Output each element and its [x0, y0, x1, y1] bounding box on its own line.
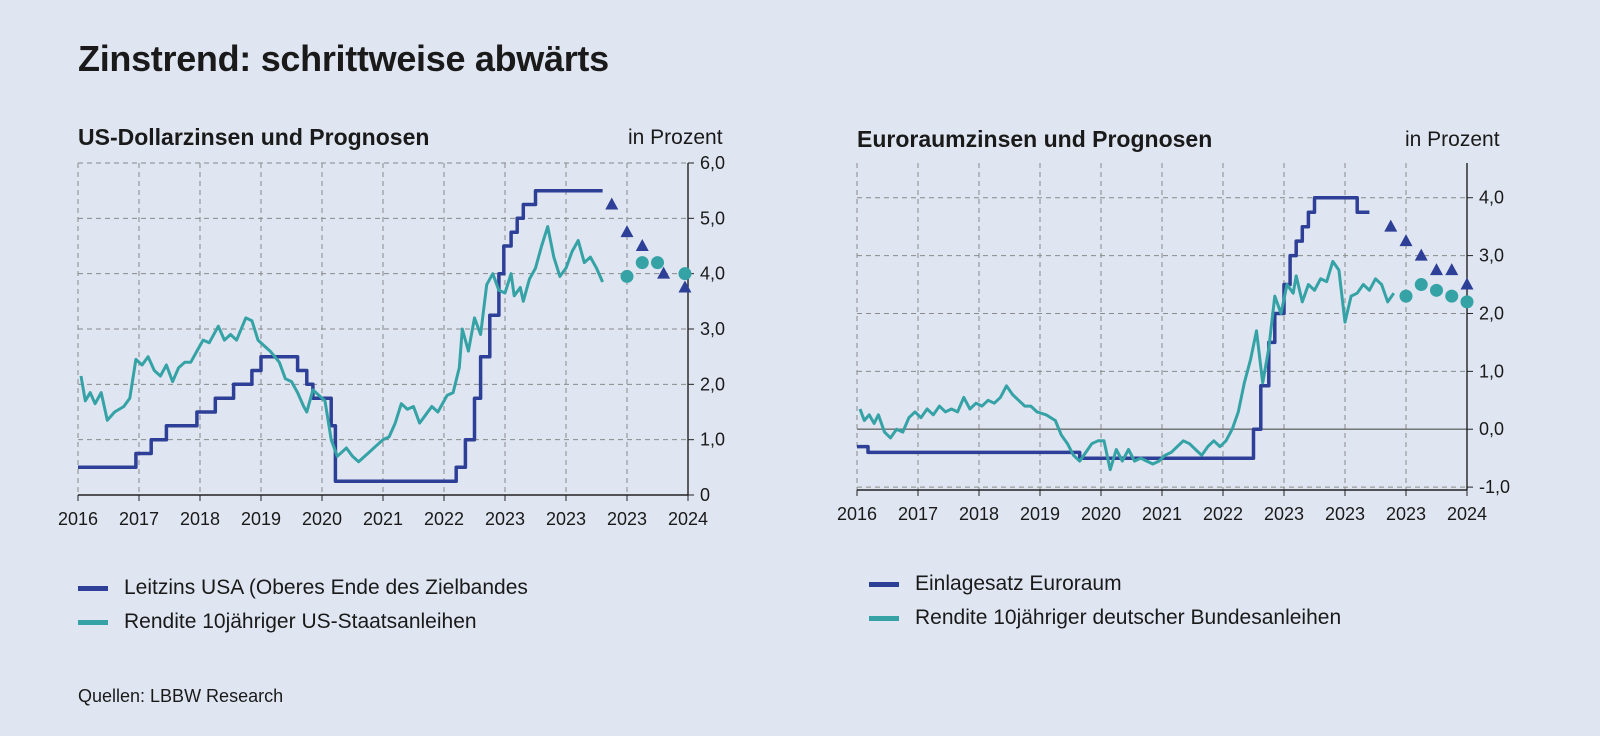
unit-label-eu: in Prozent: [1405, 128, 1500, 151]
x-tick-label: 2019: [241, 509, 281, 529]
x-tick-label: 2023: [1325, 504, 1365, 524]
page-title: Zinstrend: schrittweise abwärts: [78, 38, 609, 79]
y-tick-label: -1,0: [1479, 477, 1510, 497]
x-tick-label: 2022: [424, 509, 464, 529]
x-tick-label: 2023: [1386, 504, 1426, 524]
legend-label-policy-eu: Einlagesatz Euroraum: [915, 572, 1122, 595]
forecast-marker-triangle: [1384, 219, 1398, 232]
y-tick-label: 6,0: [700, 153, 725, 173]
legend-swatch-policy: [78, 585, 108, 591]
forecast-marker-triangle: [635, 239, 649, 251]
series-line-bond-yield: [79, 225, 604, 464]
forecast-marker-triangle: [657, 266, 671, 279]
legend-label-yield-us: Rendite 10jähriger US-Staatsanleihen: [124, 610, 477, 633]
forecast-marker-circle: [1445, 289, 1459, 303]
legend-label-yield-eu: Rendite 10jähriger deutscher Bundesanlei…: [915, 606, 1342, 629]
y-tick-label: 1,0: [700, 430, 725, 450]
legend-label-policy-us: Leitzins USA (Oberes Ende des Zielbandes: [124, 576, 528, 599]
forecast-marker-triangle: [1414, 248, 1428, 261]
legend-item-yield-eu: Rendite 10jähriger deutscher Bundesanlei…: [869, 606, 1341, 630]
x-tick-label: 2024: [668, 509, 708, 529]
forecast-marker-circle: [1460, 295, 1474, 309]
chart-us: 2016 2017 2018 2019 2020 2021 2022 2023 2023 2023…: [58, 153, 725, 529]
legend-us: Leitzins USA (Oberes Ende des Zielbandes…: [78, 576, 528, 634]
forecast-marker-circle: [651, 256, 664, 270]
x-tick-label: 2016: [58, 509, 98, 529]
y-tick-label: 4,0: [700, 264, 725, 284]
forecast-marker-triangle: [1445, 263, 1459, 276]
x-tick-label: 2017: [119, 509, 159, 529]
legend-swatch-yield: [869, 615, 899, 621]
forecast-marker-circle: [620, 269, 634, 283]
x-tick-label: 2018: [959, 504, 999, 524]
y-tick-label: 4,0: [1479, 188, 1504, 208]
x-tick-label: 2023: [1264, 504, 1304, 524]
unit-label-us: in Prozent: [628, 126, 723, 149]
x-tick-label: 2021: [363, 509, 403, 529]
forecast-marker-circle: [1399, 289, 1413, 303]
forecast-marker-circle: [678, 267, 692, 281]
series-line-policy-rate: [857, 195, 1370, 460]
x-tick-label: 2024: [1447, 504, 1487, 524]
forecast-marker-triangle: [1399, 234, 1413, 247]
forecast-marker-triangle: [605, 197, 619, 210]
x-tick-label: 2022: [1203, 504, 1243, 524]
legend-eu: Einlagesatz Euroraum Rendite 10jähriger …: [869, 572, 1341, 630]
x-tick-label: 2017: [898, 504, 938, 524]
legend-item-policy-eu: Einlagesatz Euroraum: [869, 572, 1341, 596]
y-tick-label: 2,0: [700, 374, 725, 394]
series-line-policy-rate: [78, 188, 603, 483]
forecast-marker-triangle: [678, 280, 692, 293]
x-tick-label: 2020: [1081, 504, 1121, 524]
x-tick-label: 2023: [546, 509, 586, 529]
series-line-bond-yield: [858, 259, 1396, 472]
x-tick-label: 2019: [1020, 504, 1060, 524]
x-tick-label: 2016: [837, 504, 877, 524]
legend-swatch-yield: [78, 619, 108, 625]
source-note: Quellen: LBBW Research: [78, 686, 284, 706]
y-tick-label: 0,0: [1479, 419, 1504, 439]
forecast-marker-circle: [1414, 278, 1428, 292]
legend-item-policy-us: Leitzins USA (Oberes Ende des Zielbandes: [78, 576, 528, 600]
forecast-marker-circle: [1430, 283, 1443, 297]
y-tick-label: 2,0: [1479, 303, 1504, 323]
forecast-marker-triangle: [1460, 277, 1474, 290]
chart-title-eu: Euroraumzinsen und Prognosen: [857, 126, 1213, 152]
y-tick-label: 3,0: [700, 319, 725, 339]
y-tick-label: 5,0: [700, 208, 725, 228]
legend-item-yield-us: Rendite 10jähriger US-Staatsanleihen: [78, 610, 528, 634]
x-tick-label: 2020: [302, 509, 342, 529]
forecast-marker-triangle: [1430, 263, 1443, 276]
forecast-marker-triangle: [620, 225, 634, 238]
x-tick-label: 2018: [180, 509, 220, 529]
chart-eu: 2016 2017 2018 2019 2020 2021 2022 2023 2023 2023…: [837, 163, 1510, 524]
x-tick-label: 2021: [1142, 504, 1182, 524]
y-tick-label: 3,0: [1479, 246, 1504, 266]
legend-swatch-policy: [869, 581, 899, 587]
x-tick-label: 2023: [485, 509, 525, 529]
forecast-marker-circle: [635, 256, 649, 270]
y-tick-label: 0: [700, 485, 710, 505]
y-tick-label: 1,0: [1479, 361, 1504, 381]
chart-title-us: US-Dollarzinsen und Prognosen: [78, 124, 430, 150]
x-tick-label: 2023: [607, 509, 647, 529]
